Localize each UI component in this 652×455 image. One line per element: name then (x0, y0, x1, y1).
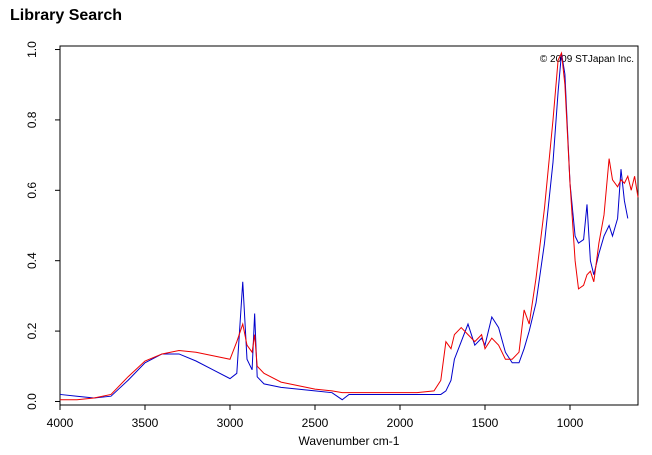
x-tick-label: 2000 (387, 416, 414, 430)
y-tick-label: 0.2 (25, 322, 39, 339)
y-tick-label: 0.8 (25, 111, 39, 128)
x-tick-label: 1000 (557, 416, 584, 430)
x-tick-label: 1500 (472, 416, 499, 430)
annotation: © 2009 STJapan Inc. (540, 54, 634, 65)
x-tick-label: 4000 (47, 416, 74, 430)
x-tick-label: 3000 (217, 416, 244, 430)
y-tick-label: 0.6 (25, 182, 39, 199)
chart-title: Library Search (10, 7, 122, 24)
spectrum-line (59, 52, 629, 401)
spectrum-line (60, 51, 639, 401)
y-tick-label: 0.0 (25, 393, 39, 410)
x-axis-label: Wavenumber cm-1 (299, 434, 400, 448)
x-tick-label: 2500 (302, 416, 329, 430)
x-tick-label: 3500 (132, 416, 159, 430)
plot-frame (59, 45, 639, 406)
y-tick-label: 0.4 (25, 252, 39, 269)
y-tick-label: 1.0 (25, 41, 39, 58)
